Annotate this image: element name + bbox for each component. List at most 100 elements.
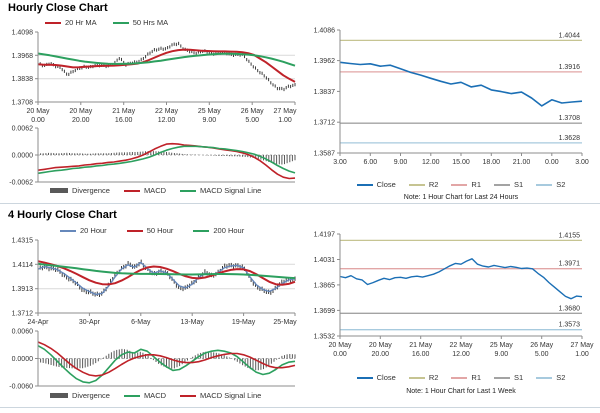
legend-label: 20 Hr MA <box>65 18 97 27</box>
section-divider <box>0 203 600 204</box>
line-swatch-icon <box>356 376 373 379</box>
legend-item: 20 Hr MA <box>45 18 97 27</box>
svg-text:25-May: 25-May <box>273 319 297 326</box>
svg-text:1.3680: 1.3680 <box>559 305 581 312</box>
legend-label: MACD Signal Line <box>200 186 262 195</box>
svg-text:25 May: 25 May <box>198 108 221 115</box>
legend-item: 20 Hour <box>60 226 107 235</box>
svg-text:22 May: 22 May <box>450 342 473 349</box>
line-swatch-icon <box>45 21 61 24</box>
svg-text:9.00: 9.00 <box>494 351 508 358</box>
chart-note: Note: 1 Hour Chart for Last 1 Week <box>406 388 516 395</box>
svg-text:18.00: 18.00 <box>483 159 501 166</box>
svg-text:3.00: 3.00 <box>333 159 347 166</box>
svg-text:1.3916: 1.3916 <box>559 64 581 71</box>
line-swatch-icon <box>123 394 140 397</box>
hourly-close-section: Hourly Close Chart 20 Hr MA 50 Hrs MA 1.4… <box>0 0 300 205</box>
legend-item: S2 <box>536 373 565 382</box>
legend-item: R2 <box>408 373 439 382</box>
svg-text:21 May: 21 May <box>409 342 432 349</box>
svg-text:1.3865: 1.3865 <box>314 282 336 289</box>
legend-item: MACD Signal Line <box>180 391 261 400</box>
hourly-close-title: Hourly Close Chart <box>8 2 108 14</box>
svg-text:1.3838: 1.3838 <box>12 76 34 83</box>
svg-text:0.00: 0.00 <box>333 351 347 358</box>
svg-text:0.00: 0.00 <box>31 117 45 124</box>
svg-text:26 May: 26 May <box>530 342 553 349</box>
legend-item: Divergence <box>50 391 110 400</box>
weekly-sr-legend: Close R2 R1 S1 S2 <box>340 373 582 382</box>
plot-grid: 1.4044 1.3916 1.3708 1.3628 <box>340 32 582 144</box>
svg-text:1.3532: 1.3532 <box>314 334 336 341</box>
plot-series <box>37 341 296 384</box>
svg-text:1.4086: 1.4086 <box>314 28 336 35</box>
svg-text:12.00: 12.00 <box>158 117 176 124</box>
legend-item: R1 <box>451 180 481 189</box>
svg-text:6-May: 6-May <box>131 319 151 326</box>
plot-series <box>37 259 296 297</box>
weekly-sr-section: 1.4155 1.3971 1.3680 1.3573 1.4197 1.4031 1.38… <box>300 205 600 413</box>
line-swatch-icon <box>494 376 510 379</box>
legend-item: MACD <box>123 186 166 195</box>
svg-text:1.4197: 1.4197 <box>314 232 336 239</box>
legend-item: S1 <box>494 180 523 189</box>
plot-axes: 0.0060 0.0000 -0.0060 <box>9 329 295 391</box>
svg-text:1.3573: 1.3573 <box>559 322 581 329</box>
svg-text:20 May: 20 May <box>69 108 92 115</box>
svg-text:22 May: 22 May <box>155 108 178 115</box>
svg-text:12.00: 12.00 <box>452 351 470 358</box>
hourly-macd-chart: 0.0062 0.0000 -0.0062 <box>9 126 296 187</box>
legend-item: R1 <box>451 373 481 382</box>
svg-text:0.0000: 0.0000 <box>12 356 34 363</box>
hourly-sr-chart: 1.40441.39161.37081.36281.40861.39621.38… <box>314 28 589 167</box>
bottom-divider <box>0 407 600 408</box>
svg-text:1.3699: 1.3699 <box>314 308 336 315</box>
line-swatch-icon <box>494 183 510 186</box>
svg-text:0.0060: 0.0060 <box>12 329 34 336</box>
svg-text:6.00: 6.00 <box>363 159 377 166</box>
svg-text:1.4031: 1.4031 <box>314 257 336 264</box>
svg-text:5.00: 5.00 <box>245 117 259 124</box>
svg-text:1.3913: 1.3913 <box>12 286 34 293</box>
svg-text:0.0062: 0.0062 <box>12 126 34 133</box>
line-swatch-icon <box>123 189 140 192</box>
plot-series <box>37 41 296 92</box>
svg-text:21 May: 21 May <box>112 108 135 115</box>
svg-text:1.3708: 1.3708 <box>12 100 34 107</box>
legend-label: MACD <box>143 391 167 400</box>
four-hourly-close-section: 4 Hourly Close Chart 20 Hour 50 Hour 200 H… <box>0 205 300 413</box>
line-swatch-icon <box>356 183 373 186</box>
svg-text:1.3968: 1.3968 <box>12 53 34 60</box>
svg-text:20.00: 20.00 <box>72 117 90 124</box>
legend-label: R1 <box>471 180 481 189</box>
divergence-swatch-icon <box>50 188 68 193</box>
divergence-swatch-icon <box>50 393 68 398</box>
svg-text:1.3971: 1.3971 <box>559 261 581 268</box>
plot-series <box>37 142 296 180</box>
svg-text:1.4155: 1.4155 <box>559 232 581 239</box>
svg-text:1.3628: 1.3628 <box>559 135 581 142</box>
plot-grid: 1.4155 1.3971 1.3680 1.3573 <box>340 232 582 331</box>
legend-label: 50 Hrs MA <box>132 18 169 27</box>
legend-label: R2 <box>428 373 439 382</box>
weekly-sr-chart: 1.4155 1.3971 1.3680 1.3573 1.4197 1.4031 1.38… <box>314 232 594 359</box>
legend-label: S1 <box>514 373 524 382</box>
svg-text:1.4315: 1.4315 <box>12 238 34 245</box>
svg-text:0.0000: 0.0000 <box>12 153 34 160</box>
svg-text:27 May: 27 May <box>571 342 594 349</box>
four-hourly-close-title: 4 Hourly Close Chart <box>8 209 117 221</box>
svg-text:16.00: 16.00 <box>412 351 430 358</box>
legend-label: Divergence <box>72 186 110 195</box>
svg-text:1.3587: 1.3587 <box>314 151 336 158</box>
legend-label: MACD Signal Line <box>200 391 262 400</box>
line-swatch-icon <box>451 183 468 186</box>
legend-label: 200 Hour <box>213 226 245 235</box>
svg-text:1.4114: 1.4114 <box>12 262 33 269</box>
svg-text:16.00: 16.00 <box>115 117 133 124</box>
legend-label: Divergence <box>72 391 110 400</box>
line-swatch-icon <box>536 183 553 186</box>
